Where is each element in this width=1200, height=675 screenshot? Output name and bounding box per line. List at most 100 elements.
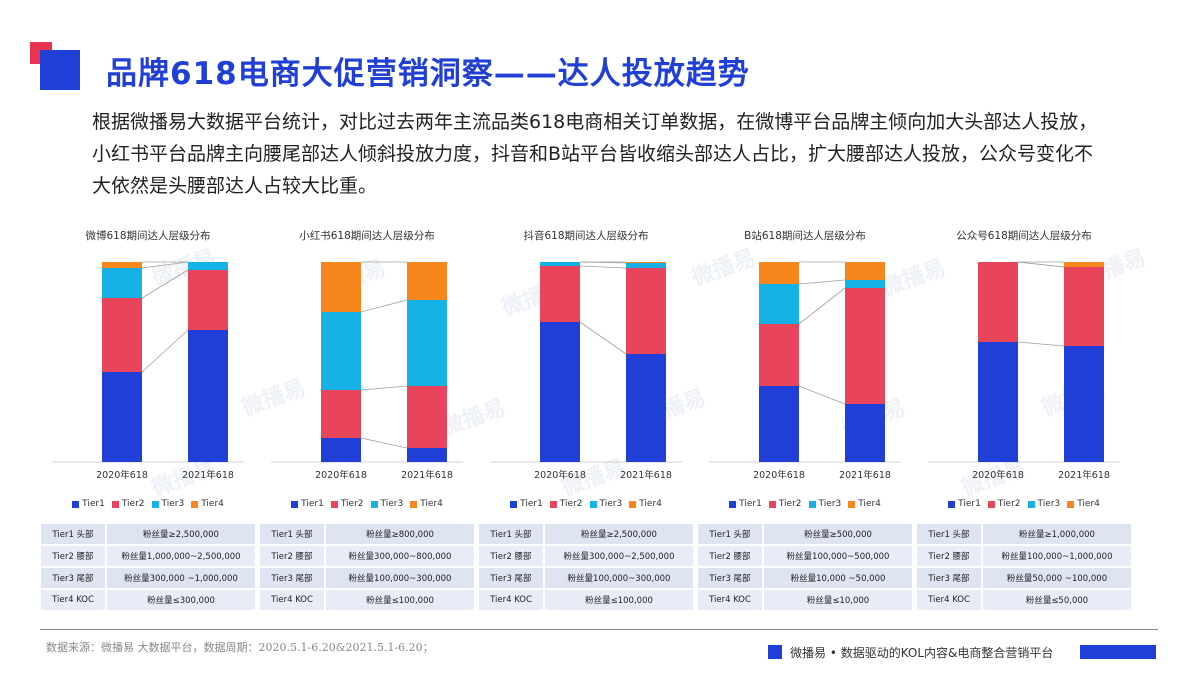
legend-item: Tier2 (549, 499, 583, 509)
series-connector-line (579, 321, 627, 355)
series-connector-line (798, 287, 846, 325)
bar-segment-tier2 (102, 298, 142, 372)
bar-segment-tier2 (626, 268, 666, 354)
follower-range-cell: 粉丝量≥500,000 (763, 524, 912, 546)
follower-range-cell: 粉丝量≤50,000 (982, 589, 1131, 612)
table-row: Tier1 头部 粉丝量≥800,000 (260, 524, 474, 546)
legend-item: Tier3 (589, 499, 622, 509)
tier-name-cell: Tier1 头部 (41, 524, 107, 546)
bar-segment-tier2 (188, 270, 228, 330)
follower-range-cell: 粉丝量100,000~500,000 (763, 545, 912, 568)
tier-name-cell: Tier4 KOC (698, 589, 764, 612)
bar-segment-tier1 (759, 386, 799, 462)
legend-swatch (1067, 500, 1075, 508)
legend-label: Tier4 (639, 499, 662, 509)
table-row: Tier3 尾部 粉丝量10,000 ~50,000 (698, 567, 912, 590)
legend-item: Tier1 (291, 499, 324, 509)
legend-item: Tier1 (72, 499, 105, 509)
bar-segment-tier1 (321, 438, 361, 462)
table-row: Tier1 头部 粉丝量≥2,500,000 (479, 524, 693, 546)
legend-item: Tier2 (987, 499, 1021, 509)
follower-range-cell: 粉丝量300,000~800,000 (325, 545, 474, 568)
bar-segment-tier4 (407, 262, 447, 300)
legend-item: Tier3 (808, 499, 842, 509)
chart-legend: Tier1 Tier2 Tier3 Tier4 (478, 499, 694, 509)
table-row: Tier4 KOC 粉丝量≤50,000 (917, 589, 1131, 612)
legend-label: Tier3 (818, 499, 842, 509)
x-tick-label: 2021年618 (1058, 469, 1110, 481)
tier-name-cell: Tier2 腰部 (41, 545, 107, 568)
follower-range-cell: 粉丝量≥2,500,000 (544, 524, 693, 546)
tier-name-cell: Tier1 头部 (479, 524, 545, 546)
follower-range-cell: 粉丝量≥1,000,000 (982, 524, 1131, 546)
bar-segment-tier1 (188, 330, 228, 462)
series-connector-line (579, 265, 627, 269)
follower-range-cell: 粉丝量100,000~300,000 (544, 567, 693, 590)
table-row: Tier2 腰部 粉丝量300,000~800,000 (260, 545, 474, 568)
legend-label: Tier4 (420, 499, 443, 509)
follower-range-cell: 粉丝量≤100,000 (325, 589, 474, 612)
footer-brand-square (768, 645, 782, 659)
tier-name-cell: Tier4 KOC (260, 589, 326, 612)
bar-segment-tier3 (845, 280, 885, 288)
table-row: Tier3 尾部 粉丝量100,000~300,000 (479, 567, 693, 590)
chart-legend: Tier1 Tier2 Tier3 Tier4 (40, 499, 256, 509)
chart-legend: Tier1 Tier2 Tier3 Tier4 (916, 499, 1132, 509)
legend-label: Tier2 (121, 499, 145, 509)
tier-name-cell: Tier3 尾部 (260, 567, 326, 590)
corner-accent-blue (40, 50, 80, 90)
tier-name-cell: Tier3 尾部 (917, 567, 983, 590)
tier-name-cell: Tier4 KOC (41, 589, 107, 612)
follower-range-cell: 粉丝量≥2,500,000 (106, 524, 255, 546)
legend-swatch (72, 500, 80, 508)
legend-label: Tier4 (858, 499, 881, 509)
bar-segment-tier1 (102, 372, 142, 462)
table-row: Tier2 腰部 粉丝量1,000,000~2,500,000 (41, 545, 255, 568)
series-connector-line (360, 437, 408, 449)
footer-divider (40, 629, 1158, 630)
legend-swatch (370, 500, 378, 508)
series-connector-line (798, 385, 846, 405)
chart-panel-douyin: 抖音618期间达人层级分布 2020年618 2021年618 (478, 222, 694, 522)
tier-name-cell: Tier2 腰部 (260, 545, 326, 568)
bar-segment-tier4 (1064, 262, 1104, 267)
series-connector-line (141, 261, 189, 269)
bar-segment-tier3 (540, 262, 580, 266)
table-row: Tier3 尾部 粉丝量50,000 ~100,000 (917, 567, 1131, 590)
follower-range-cell: 粉丝量50,000 ~100,000 (982, 567, 1131, 590)
tier-definition-table: Tier1 头部 粉丝量≥2,500,000 Tier2 腰部 粉丝量1,000,00… (41, 524, 255, 612)
bar-segment-tier2 (321, 390, 361, 438)
chart-panel-bilibili: B站618期间达人层级分布 2020年618 2021年618 (697, 222, 913, 522)
series-connector-line (360, 299, 408, 313)
table-row: Tier2 腰部 粉丝量300,000~2,500,000 (479, 545, 693, 568)
page-title: 品牌618电商大促营销洞察——达人投放趋势 (106, 56, 750, 92)
legend-label: Tier1 (301, 499, 324, 509)
legend-item: Tier1 (729, 499, 762, 509)
table-row: Tier1 头部 粉丝量≥1,000,000 (917, 524, 1131, 546)
legend-swatch (330, 500, 338, 508)
data-source: 数据来源：微播易 大数据平台，数据周期：2020.5.1-6.20&2021.5… (46, 641, 434, 654)
legend-swatch (629, 500, 637, 508)
bar-segment-tier3 (188, 262, 228, 270)
follower-range-cell: 粉丝量≤10,000 (763, 589, 912, 612)
legend-item: Tier2 (330, 499, 364, 509)
legend-label: Tier1 (82, 499, 105, 509)
legend-item: Tier2 (111, 499, 145, 509)
legend-item: Tier3 (1027, 499, 1060, 509)
follower-range-cell: 粉丝量300,000 ~1,000,000 (106, 567, 255, 590)
legend-swatch (151, 500, 159, 508)
legend-item: Tier1 (510, 499, 543, 509)
x-tick-label: 2020年618 (753, 469, 805, 481)
bar-segment-tier4 (845, 262, 885, 280)
legend-item: Tier2 (768, 499, 802, 509)
bar-segment-tier2 (845, 288, 885, 404)
legend-swatch (291, 500, 299, 508)
legend-label: Tier2 (997, 499, 1021, 509)
x-tick-label: 2021年618 (401, 469, 453, 481)
chart-title: 微博618期间达人层级分布 (85, 229, 210, 242)
follower-range-cell: 粉丝量≥800,000 (325, 524, 474, 546)
table-row: Tier2 腰部 粉丝量100,000~500,000 (698, 545, 912, 568)
tier-name-cell: Tier2 腰部 (479, 545, 545, 568)
legend-label: Tier2 (340, 499, 364, 509)
legend-item: Tier4 (848, 499, 881, 509)
